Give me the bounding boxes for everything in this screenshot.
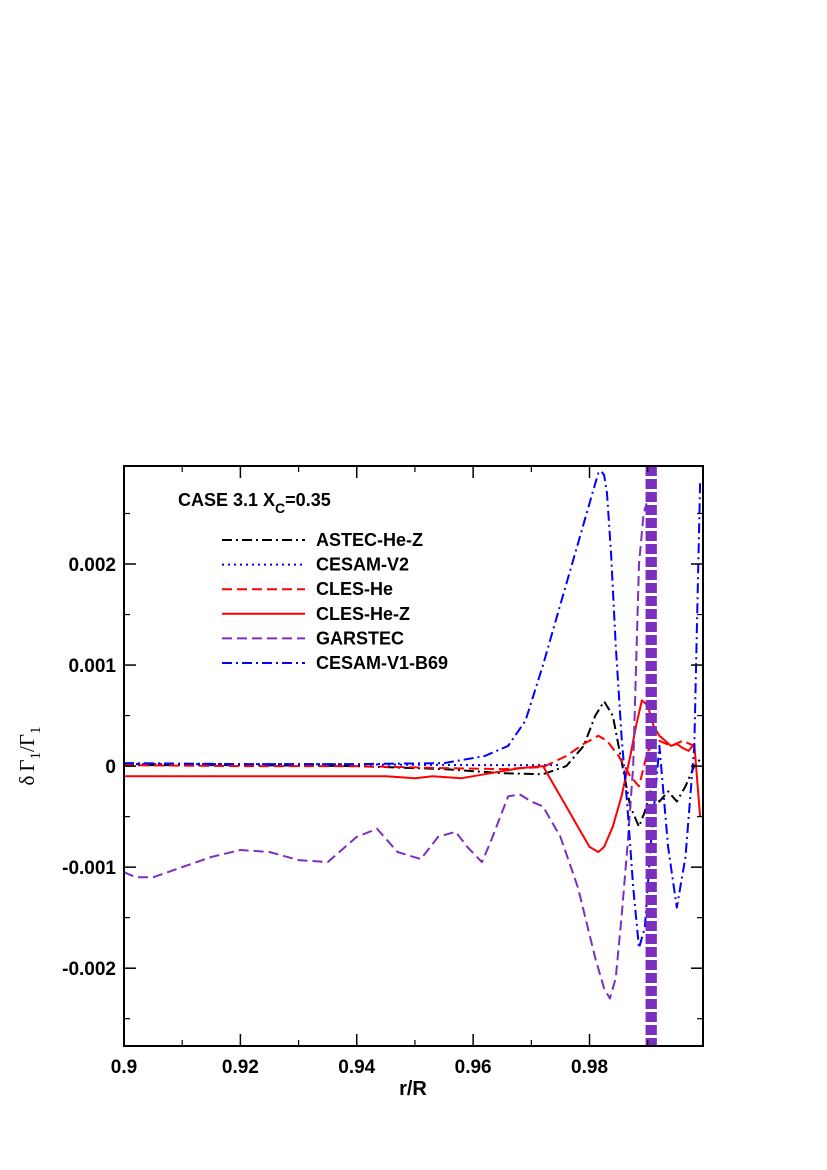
series-cles-he	[124, 734, 695, 788]
x-tick-label: 0.98	[571, 1057, 608, 1078]
series-cles-he-z	[124, 699, 702, 853]
annotation-subscript: C	[275, 500, 285, 516]
garstec-oscillation-region	[645, 466, 657, 1046]
series-cesam-v2	[124, 763, 561, 767]
y-tick-label: 0.001	[68, 656, 116, 677]
y-axis-title: δΓ1/Γ1	[15, 726, 44, 785]
case-annotation: CASE 3.1 XC=0.35	[178, 490, 331, 516]
x-tick-label: 0.9	[111, 1057, 137, 1078]
svg-text:δΓ1/Γ1: δΓ1/Γ1	[15, 726, 44, 785]
legend-label-cesam-v1-b69: CESAM-V1-B69	[316, 653, 448, 673]
x-tick-label: 0.92	[222, 1057, 259, 1078]
y-tick-labels: 0.002 0.001 0 -0.001 -0.002	[62, 555, 116, 980]
y-axis-gamma-den: Γ	[15, 734, 39, 746]
legend: ASTEC-He-Z CESAM-V2 CLES-He CLES-He-Z GARSTE…	[222, 530, 448, 673]
series-layer	[124, 470, 703, 1000]
legend-label-garstec: GARSTEC	[316, 628, 404, 648]
plot-frame	[123, 465, 704, 1047]
tick-marks	[123, 466, 703, 1046]
legend-label-cesam-v2: CESAM-V2	[316, 555, 409, 575]
y-axis-sub-den: 1	[28, 726, 44, 734]
y-axis-sub-num: 1	[28, 752, 44, 760]
y-tick-label: 0.002	[68, 555, 116, 576]
x-tick-labels: 0.9 0.92 0.94 0.96 0.98	[111, 1057, 608, 1078]
x-tick-label: 0.94	[338, 1057, 375, 1078]
annotation-prefix: CASE 3.1 X	[178, 490, 275, 510]
y-tick-label: 0	[105, 757, 116, 778]
x-tick-label: 0.96	[455, 1057, 492, 1078]
y-tick-label: -0.001	[62, 858, 116, 879]
series-cesam-v1-b69	[124, 470, 702, 949]
legend-label-cles-he-z: CLES-He-Z	[316, 604, 410, 624]
y-axis-gamma-num: Γ	[15, 759, 39, 771]
x-axis-title: r/R	[399, 1078, 427, 1100]
legend-label-astec-he-z: ASTEC-He-Z	[316, 530, 423, 550]
annotation-suffix: =0.35	[285, 490, 331, 510]
y-tick-label: -0.002	[62, 959, 116, 980]
y-axis-delta: δ	[15, 776, 39, 786]
y-axis-slash: /	[15, 746, 39, 752]
series-astec-he-z	[124, 700, 703, 828]
series-garstec	[124, 503, 648, 1000]
legend-label-cles-he: CLES-He	[316, 579, 393, 599]
